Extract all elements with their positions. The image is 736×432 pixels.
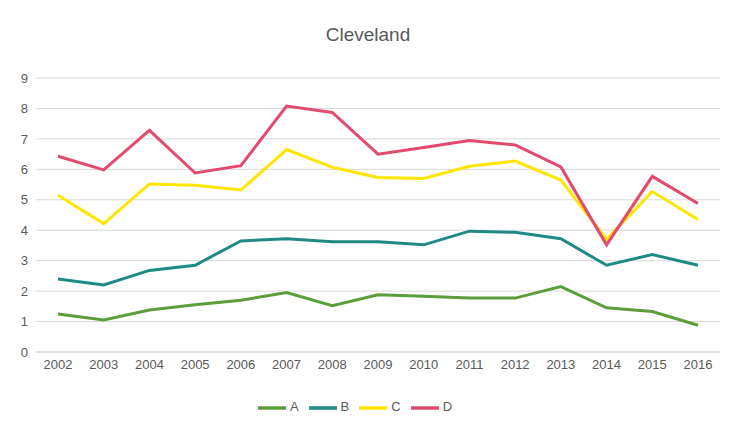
svg-text:2005: 2005: [181, 357, 210, 372]
html-text:C: C: [391, 399, 401, 415]
svg-text:2015: 2015: [638, 357, 667, 372]
svg-text:2010: 2010: [409, 357, 438, 372]
html-text:D: D: [442, 399, 453, 415]
svg-text:2008: 2008: [318, 357, 347, 372]
svg-text:2002: 2002: [44, 357, 73, 372]
svg-text:2016: 2016: [684, 357, 713, 372]
svg-text:0: 0: [21, 345, 28, 360]
svg-text:1: 1: [21, 314, 28, 329]
svg-text:2009: 2009: [364, 357, 393, 372]
svg-text:2012: 2012: [501, 357, 530, 372]
svg-text:6: 6: [21, 162, 28, 177]
svg-text:2014: 2014: [592, 357, 621, 372]
svg-text:7: 7: [21, 132, 28, 147]
svg-text:2007: 2007: [272, 357, 301, 372]
svg-text:2011: 2011: [455, 357, 483, 372]
svg-text:2003: 2003: [89, 357, 118, 372]
svg-text:8: 8: [21, 101, 28, 116]
svg-text:2: 2: [21, 284, 28, 299]
html-text:A: A: [289, 399, 299, 415]
svg-text:5: 5: [21, 192, 28, 207]
svg-text:2004: 2004: [135, 357, 164, 372]
svg-text:9: 9: [21, 71, 28, 86]
svg-text:4: 4: [21, 223, 28, 238]
svg-text:3: 3: [21, 253, 28, 268]
svg-text:2006: 2006: [226, 357, 255, 372]
html-text:Cleveland: Cleveland: [325, 24, 411, 45]
html-text:B: B: [340, 399, 350, 415]
svg-text:2013: 2013: [546, 357, 575, 372]
